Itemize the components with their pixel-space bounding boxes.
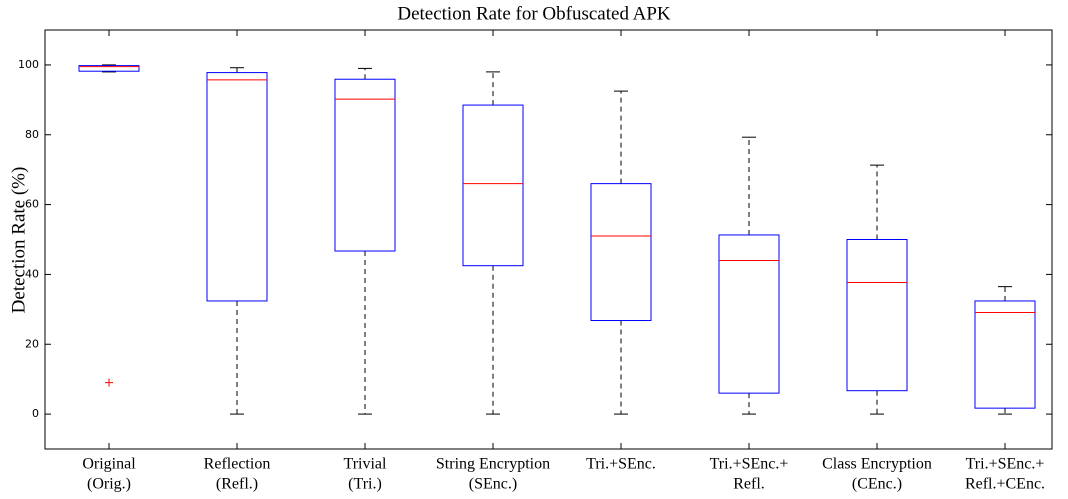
x-tick-label: Refl.+CEnc.: [965, 476, 1045, 493]
x-tick-label: Refl.: [733, 476, 765, 493]
y-tick-label: 20: [25, 337, 39, 350]
box: [78, 65, 140, 72]
box: [334, 78, 396, 252]
x-tick-label: Original: [82, 456, 136, 473]
y-axis-label: Detection Rate (%): [8, 167, 29, 314]
x-tick-label: Tri.+SEnc.: [586, 456, 656, 473]
x-tick-label: (Tri.): [348, 476, 382, 493]
x-tick-label: Reflection: [204, 456, 271, 473]
x-tick-label: Trivial: [344, 456, 388, 473]
y-tick-label: 60: [25, 198, 39, 211]
box: [590, 183, 652, 322]
box: [462, 104, 524, 267]
x-tick-label: Tri.+SEnc.+: [710, 456, 789, 473]
box: [718, 234, 780, 394]
x-tick-label: (CEnc.): [852, 476, 902, 493]
y-tick-label: 40: [25, 267, 39, 280]
plot-frame: [44, 29, 1053, 450]
x-tick-label: Tri.+SEnc.+: [966, 456, 1045, 473]
x-tick-label: (Orig.): [87, 476, 131, 493]
x-tick-label: (SEnc.): [469, 476, 517, 493]
y-tick-label: 100: [18, 58, 39, 71]
x-tick-label: String Encryption: [436, 456, 550, 473]
outlier: [105, 378, 113, 387]
x-tick-label: Class Encryption: [822, 456, 932, 473]
y-tick-label: 80: [25, 128, 39, 141]
x-tick-label: (Refl.): [216, 476, 258, 493]
chart-title: Detection Rate for Obfuscated APK: [397, 3, 671, 24]
box: [206, 72, 268, 302]
box: [974, 300, 1036, 409]
y-tick-label: 0: [32, 407, 39, 420]
box: [846, 239, 908, 392]
